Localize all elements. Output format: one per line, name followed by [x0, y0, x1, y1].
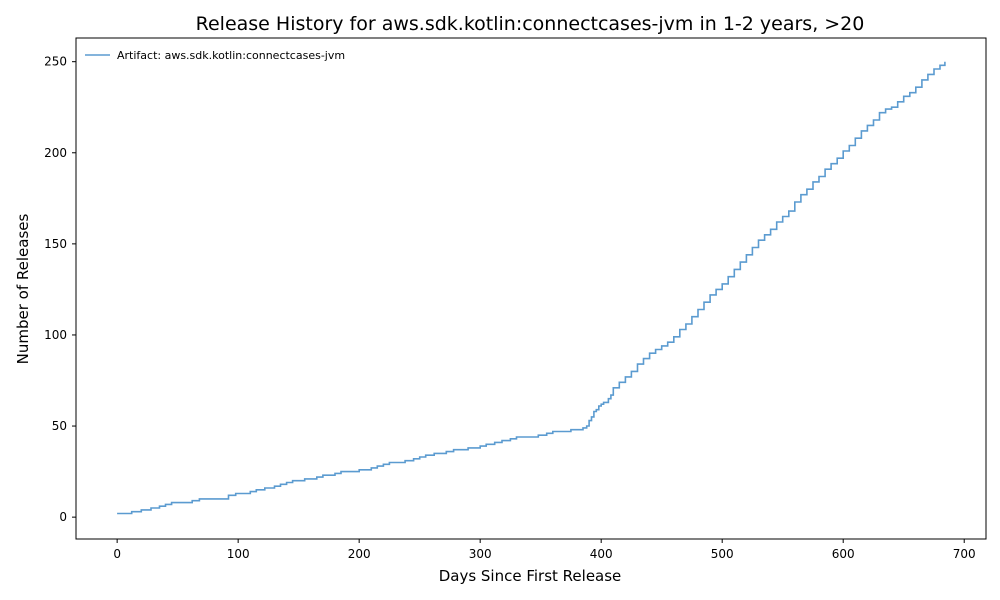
x-tick-label: 0 — [113, 547, 121, 561]
y-axis-ticks: 0 50 100 150 200 250 — [44, 55, 76, 524]
x-axis-ticks: 0 100 200 300 400 500 600 700 — [113, 539, 976, 561]
x-tick-label: 100 — [227, 547, 250, 561]
chart-title: Release History for aws.sdk.kotlin:conne… — [196, 13, 865, 35]
x-tick-label: 600 — [832, 547, 855, 561]
y-tick-label: 150 — [44, 237, 67, 251]
y-tick-label: 250 — [44, 55, 67, 69]
legend: Artifact: aws.sdk.kotlin:connectcases-jv… — [85, 49, 345, 62]
x-tick-label: 500 — [711, 547, 734, 561]
x-tick-label: 200 — [348, 547, 371, 561]
y-tick-label: 50 — [52, 419, 67, 433]
y-tick-label: 0 — [59, 510, 67, 524]
x-tick-label: 400 — [590, 547, 613, 561]
plot-area-frame — [75, 37, 987, 540]
y-axis-label: Number of Releases — [14, 213, 32, 364]
x-tick-label: 700 — [953, 547, 976, 561]
series-line-connectcases-jvm — [117, 61, 946, 515]
x-tick-label: 300 — [469, 547, 492, 561]
x-axis-label: Days Since First Release — [439, 567, 622, 585]
legend-label-connectcases-jvm: Artifact: aws.sdk.kotlin:connectcases-jv… — [117, 49, 345, 62]
y-tick-label: 200 — [44, 146, 67, 160]
y-tick-label: 100 — [44, 328, 67, 342]
